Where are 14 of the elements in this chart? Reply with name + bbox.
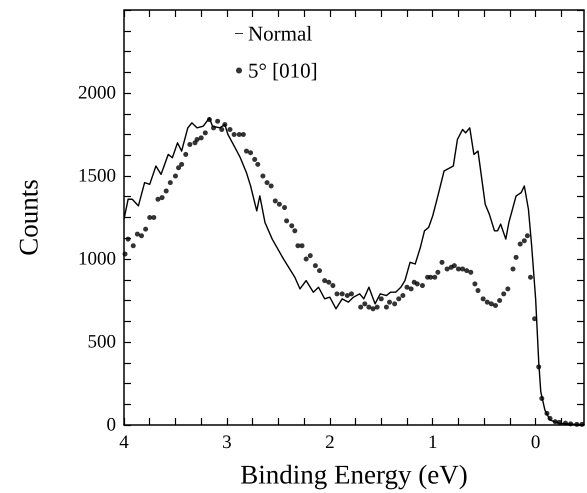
y-tick-label: 500 bbox=[88, 332, 116, 352]
x-tick-label: 0 bbox=[530, 432, 540, 453]
y-tick-label: 2000 bbox=[78, 82, 116, 104]
legend-label: 5° [010] bbox=[248, 58, 318, 82]
x-tick-label: 3 bbox=[222, 432, 232, 453]
y-tick-label: 1500 bbox=[78, 166, 116, 186]
x-tick-label: 1 bbox=[428, 432, 438, 453]
y-tick-label: 0 bbox=[106, 414, 116, 436]
x-tick-label: 4 bbox=[119, 432, 130, 453]
x-axis-title: Binding Energy (eV) bbox=[240, 460, 468, 490]
x-tick-label: 2 bbox=[325, 432, 335, 453]
y-axis-title: Counts bbox=[14, 179, 44, 256]
legend-label: Normal bbox=[248, 22, 312, 46]
y-tick-label: 1000 bbox=[78, 248, 116, 270]
